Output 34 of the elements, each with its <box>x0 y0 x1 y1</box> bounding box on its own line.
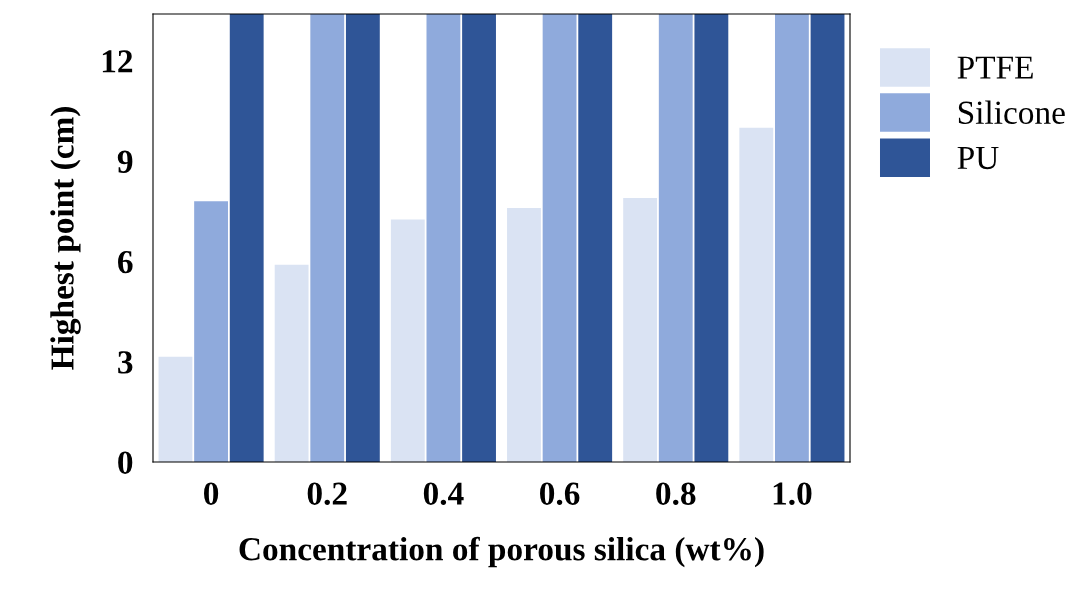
y-tick-label: 6 <box>118 250 133 274</box>
bar <box>507 207 541 462</box>
x-tick-label: 0.8 <box>656 482 696 506</box>
legend-label: PU <box>957 146 999 170</box>
bar <box>623 197 658 462</box>
x-tick-label: 0 <box>204 482 219 505</box>
bar <box>810 14 845 462</box>
x-tick-label: 0.4 <box>423 482 464 506</box>
bar <box>739 127 774 462</box>
x-tick-label: 0.2 <box>307 482 347 506</box>
bar <box>775 14 809 462</box>
bar <box>229 14 264 462</box>
legend-label: Silicone <box>958 100 1065 124</box>
y-tick-label: 12 <box>102 50 133 73</box>
x-axis-title: Concentration of porous silica (wt%) <box>239 536 764 568</box>
y-tick-label: 9 <box>117 150 133 173</box>
bar <box>158 356 193 462</box>
legend-label: PTFE <box>957 56 1033 79</box>
bar <box>274 264 309 462</box>
bar <box>426 14 461 462</box>
y-tick-label: 3 <box>118 351 133 374</box>
bar <box>578 14 613 462</box>
y-tick-label: 0 <box>118 451 133 474</box>
x-tick-label: 1.0 <box>773 482 812 506</box>
bar <box>194 201 228 462</box>
bar <box>542 14 577 462</box>
bar <box>345 14 380 462</box>
x-tick-label: 0.6 <box>540 482 580 506</box>
bar <box>390 219 425 462</box>
y-axis-title: Highest point (cm) <box>50 107 81 370</box>
bar <box>310 14 345 462</box>
bar <box>694 14 729 462</box>
bar <box>462 14 496 462</box>
bar <box>658 14 693 462</box>
